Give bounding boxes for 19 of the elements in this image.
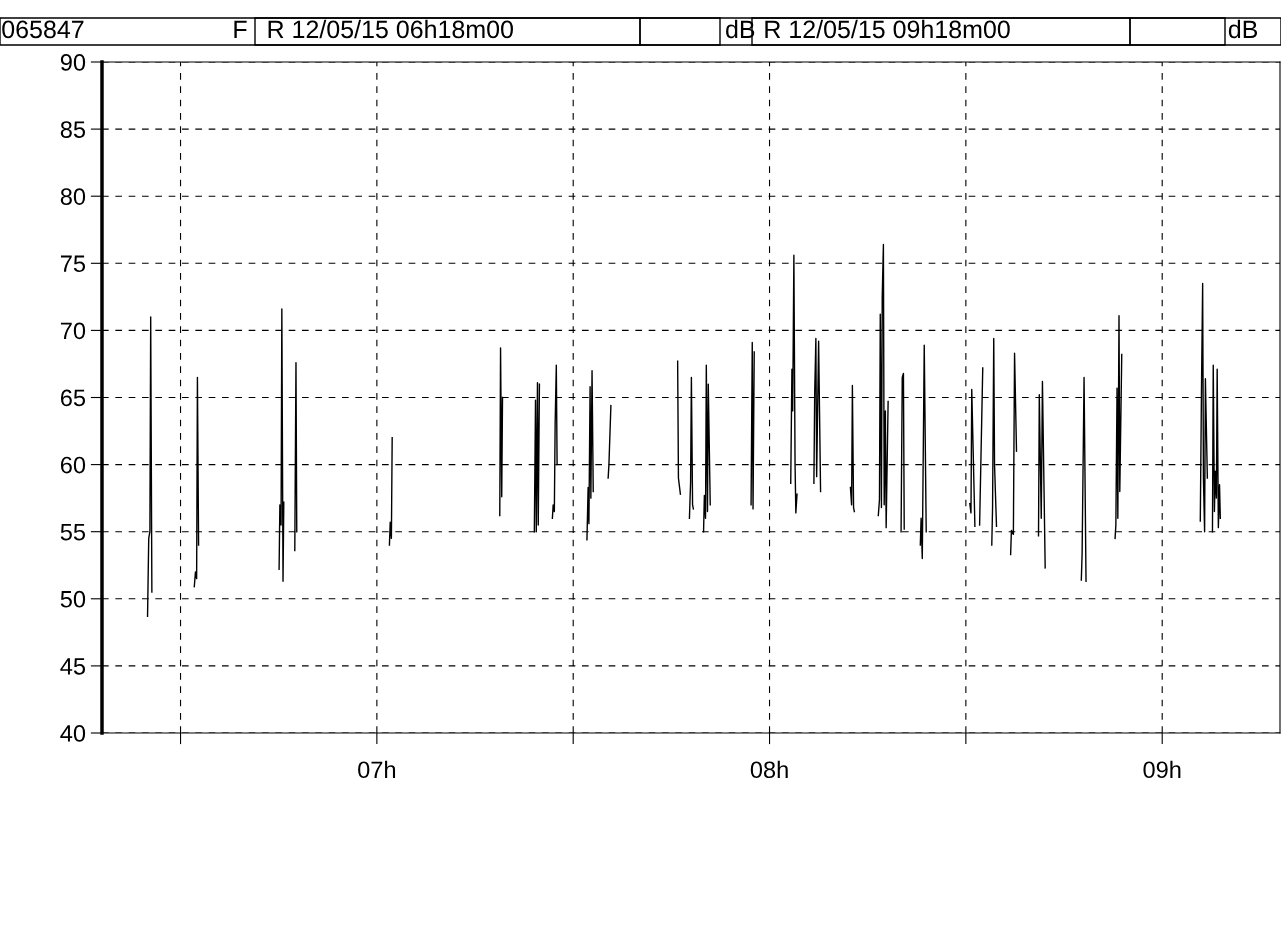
text: R 12/05/15 06h18m00	[268, 19, 513, 39]
y-tick-label: 85	[60, 121, 86, 138]
y-tick-label: 90	[60, 54, 86, 71]
y-tick-label: 65	[60, 389, 86, 407]
y-tick-label: 50	[60, 590, 86, 608]
text: dB	[1228, 19, 1258, 39]
y-tick-label: 70	[60, 322, 86, 340]
y-tick-label: 80	[60, 188, 86, 205]
x-tick-label: 08h	[750, 760, 788, 779]
y-tick-label: 45	[60, 658, 86, 675]
y-tick-label: 75	[60, 255, 86, 273]
x-tick-label: 09h	[1143, 760, 1181, 779]
y-tick-label: 55	[60, 524, 86, 541]
text: F	[234, 20, 247, 38]
text: 065847	[2, 20, 84, 39]
x-tick-label: 07h	[358, 760, 396, 779]
text: R 12/05/15 09h18m00	[765, 19, 1010, 39]
y-tick-label: 60	[60, 456, 86, 474]
y-tick-label: 40	[60, 725, 86, 742]
